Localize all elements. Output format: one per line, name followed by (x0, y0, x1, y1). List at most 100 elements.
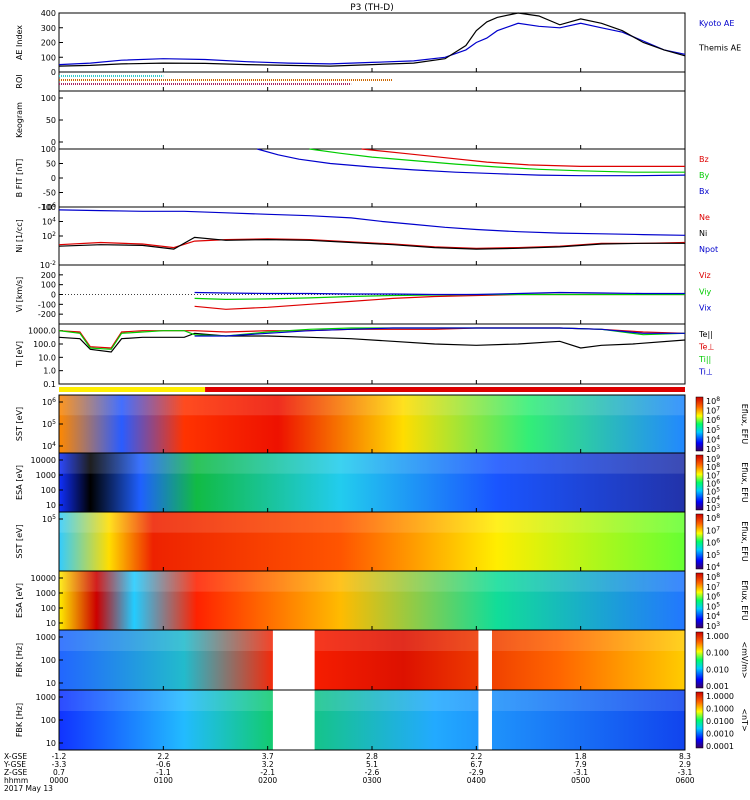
esa_e-colorbar-label: Eflux, EFU (740, 462, 749, 503)
footer-col-x: 2.8 (366, 752, 378, 761)
fbk_b-data-gap (272, 690, 315, 750)
fbk_e-colorbar-tick: 0.010 (706, 665, 729, 674)
fbk_e-data-gap (272, 630, 315, 690)
footer-col-y: 2.9 (679, 760, 691, 769)
sst_i-ylabel: SST [eV] (15, 524, 24, 558)
esa_i-colorbar-tick: 105 (706, 601, 720, 611)
ae-ytick-label: 100 (41, 53, 56, 62)
vi-series-2 (194, 291, 685, 296)
fbk_e-ytick-label: 100 (41, 656, 56, 665)
esa_i-colorbar-label: Eflux, EFU (740, 580, 749, 621)
fbk_b-ytick-label: 1000 (36, 693, 56, 702)
ti-ytick-label: 1000.0 (28, 327, 56, 336)
ni-ytick-label: 104 (42, 217, 56, 227)
fbk_b-colorbar-label: <nT> (740, 708, 749, 731)
bfit-legend-1: By (699, 171, 709, 180)
sst_e-colorbar (695, 396, 704, 452)
esa_e-colorbar-tick: 108 (706, 462, 720, 472)
esa_i-ytick-label: 10 (46, 619, 56, 628)
vi-legend-1: Viy (699, 287, 712, 296)
footer-col-x: 3.7 (262, 752, 274, 761)
footer-col-z: -2.9 (469, 768, 484, 777)
footer-col-x: 2.2 (470, 752, 482, 761)
bfit-ylabel: B FIT [nT] (15, 159, 24, 198)
esa_i-colorbar-tick: 108 (706, 572, 720, 582)
sst_i-spectrogram (59, 512, 685, 571)
ae-legend-0: Kyoto AE (699, 19, 734, 28)
esa_e-colorbar-tick: 109 (706, 454, 720, 464)
sst_i-colorbar-tick: 106 (706, 538, 720, 548)
esa_i-ylabel: ESA [eV] (15, 583, 24, 618)
footer-col-x: -1.2 (52, 752, 67, 761)
sst_e-colorbar-label: Eflux, EFU (740, 404, 749, 445)
footer-row-label: hhmm (4, 776, 28, 785)
fbk_b-ylabel: FBK [Hz] (15, 703, 24, 737)
esa_e-ytick-label: 100 (41, 486, 56, 495)
vi-ytick-label: -200 (38, 310, 56, 319)
ae-ylabel: AE Index (15, 25, 24, 60)
bfit-legend-2: Bx (699, 187, 709, 196)
footer-col-x: 2.2 (157, 752, 169, 761)
footer-col-t: 0200 (258, 776, 277, 785)
esa_e-spectrogram-shade (59, 453, 685, 474)
ti-ytick-label: 1.0 (43, 367, 56, 376)
fbk_e-ytick-label: 10 (46, 679, 56, 688)
vi-ytick-label: 200 (41, 271, 56, 280)
keogram-ylabel: Keogram (15, 102, 24, 138)
esa_e-colorbar (695, 454, 704, 511)
bfit-series-1 (309, 148, 685, 173)
esa_e-ytick-label: 10000 (31, 456, 56, 465)
mode-bar-fast (205, 387, 686, 392)
fbk_e-colorbar-tick: 0.001 (706, 682, 729, 691)
bfit-ytick-label: 100 (41, 145, 56, 154)
ti-legend-3: Ti⊥ (698, 368, 713, 377)
footer-col-x: 8.3 (679, 752, 691, 761)
esa_i-colorbar (695, 572, 704, 629)
bfit-legend-0: Bz (699, 155, 709, 164)
fbk_e-spectrogram (59, 630, 685, 690)
vi-ytick-label: 100 (41, 281, 56, 290)
esa_e-colorbar-tick: 105 (706, 487, 720, 497)
esa_e-colorbar-tick: 104 (706, 495, 720, 505)
esa_e-ylabel: ESA [eV] (15, 465, 24, 500)
esa_i-ytick-label: 100 (41, 604, 56, 613)
sst_i-colorbar-tick: 104 (706, 562, 720, 572)
sst_e-ytick-label: 106 (42, 397, 56, 407)
sst_i-spectrogram-shade (59, 512, 685, 533)
sst_e-colorbar-tick: 106 (706, 415, 720, 425)
fbk_b-data-gap-2 (478, 690, 492, 750)
vi-ytick-label: -100 (38, 300, 56, 309)
footer-row-label: Z-GSE (4, 768, 28, 777)
ti-series-0 (58, 332, 686, 353)
esa_e-spectrogram (59, 453, 685, 512)
sst_e-ytick-label: 105 (42, 419, 56, 429)
fbk_b-spectrogram-shade (59, 690, 685, 711)
esa_i-colorbar-tick: 107 (706, 582, 720, 592)
footer-col-t: 0100 (154, 776, 173, 785)
esa_i-ytick-label: 1000 (36, 589, 56, 598)
footer-col-y: 7.9 (575, 760, 587, 769)
ti-series-3 (194, 327, 685, 337)
footer-col-z: -2.6 (365, 768, 380, 777)
vi-ytick-label: 0 (51, 291, 56, 300)
vi-legend-0: Viz (699, 271, 711, 280)
footer-col-y: 3.2 (262, 760, 274, 769)
ae-ytick-label: 200 (41, 39, 56, 48)
sst_i-colorbar-label: Eflux, EFU (740, 521, 749, 562)
footer-col-z: -3.1 (678, 768, 693, 777)
ni-legend-2: Npot (699, 245, 718, 254)
vi-ylabel: Vi [km/s] (15, 277, 24, 313)
sst_i-colorbar-tick: 108 (706, 513, 720, 523)
ae-ytick-label: 400 (41, 9, 56, 18)
ti-ytick-label: 0.1 (43, 380, 56, 389)
ni-ylabel: Ni [1/cc] (15, 219, 24, 253)
fbk_b-spectrogram (59, 690, 685, 750)
ni-series-2 (58, 209, 686, 236)
esa_e-colorbar-tick: 106 (706, 479, 720, 489)
bfit-ytick-label: 50 (46, 160, 56, 169)
ti-frame (58, 323, 686, 385)
fbk_b-colorbar-tick: 0.0100 (706, 717, 734, 726)
fbk_e-spectrogram-shade (59, 630, 685, 651)
footer-row-label: X-GSE (4, 752, 27, 761)
